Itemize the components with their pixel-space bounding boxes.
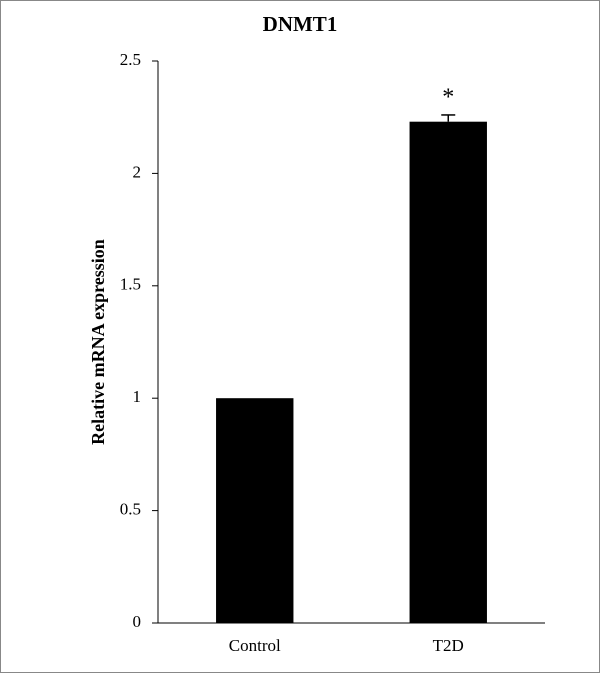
y-tick-label: 0 [133, 612, 142, 631]
y-tick-label: 2 [133, 162, 142, 181]
x-tick-label: Control [229, 636, 281, 655]
y-tick-label: 1.5 [120, 275, 141, 294]
y-tick-label: 1 [133, 387, 142, 406]
x-tick-label: T2D [433, 636, 464, 655]
y-axis-label: Relative mRNA expression [88, 239, 108, 445]
chart-title: DNMT1 [263, 12, 338, 36]
bar [409, 121, 487, 624]
y-tick-label: 2.5 [120, 50, 141, 69]
annotation: * [442, 84, 454, 110]
bar [216, 398, 294, 623]
y-tick-label: 0.5 [120, 500, 141, 519]
